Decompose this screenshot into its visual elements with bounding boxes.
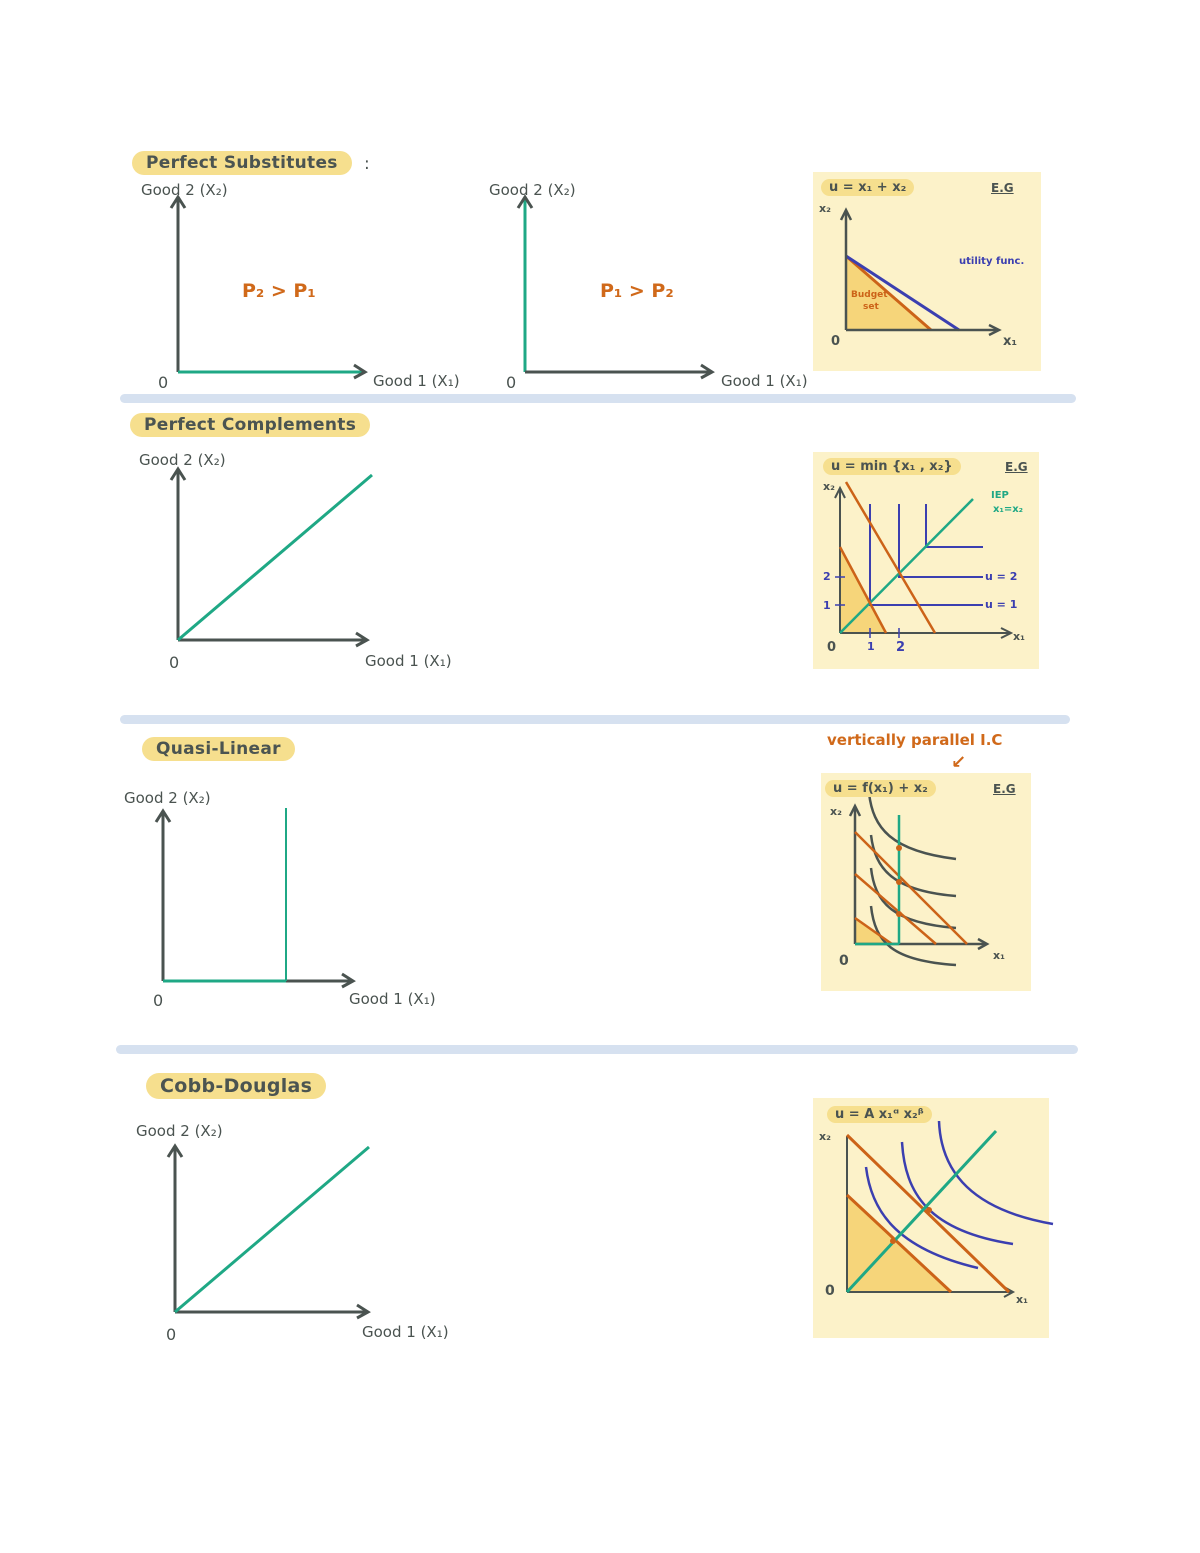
y-axis-label: Good 2 (X₂) bbox=[124, 789, 211, 807]
eg-label: E.G bbox=[993, 782, 1016, 796]
x-axis-label: Good 1 (X₁) bbox=[373, 372, 460, 390]
section-title-quasi-linear: Quasi-Linear bbox=[142, 737, 295, 761]
x-axis-label: x₁ bbox=[1016, 1293, 1028, 1306]
origin-label: 0 bbox=[506, 373, 517, 392]
utility-formula: u = A x₁ᵅ x₂ᵝ bbox=[827, 1106, 932, 1123]
x-axis-label: x₁ bbox=[993, 949, 1005, 962]
y-tick-2: 2 bbox=[823, 570, 831, 583]
section-title-perfect-complements: Perfect Complements bbox=[130, 413, 371, 437]
cobb-douglas-example-graph bbox=[845, 1120, 1054, 1298]
y-axis-label: Good 2 (X₂) bbox=[136, 1122, 223, 1140]
budget-set-label-2: set bbox=[863, 302, 879, 312]
y-axis-label: x₂ bbox=[830, 805, 842, 818]
ray-label-2: x₁=x₂ bbox=[993, 504, 1024, 515]
title-colon: : bbox=[364, 154, 370, 174]
x-axis-label: Good 1 (X₁) bbox=[362, 1323, 449, 1341]
origin-label: 0 bbox=[825, 1283, 835, 1299]
section-divider bbox=[116, 1045, 1078, 1054]
complements-example-graph bbox=[834, 481, 1014, 639]
section-title-perfect-substitutes: Perfect Substitutes bbox=[132, 151, 352, 175]
y-axis-label: Good 2 (X₂) bbox=[141, 181, 228, 199]
price-note: P₁ > P₂ bbox=[600, 280, 674, 302]
utility-formula: u = x₁ + x₂ bbox=[821, 179, 915, 196]
y-axis-label: x₂ bbox=[819, 1130, 831, 1143]
origin-label: 0 bbox=[158, 373, 169, 392]
ic-label-u2: u = 2 bbox=[985, 570, 1018, 583]
x-axis-label: Good 1 (X₁) bbox=[365, 652, 452, 670]
x-axis-label: Good 1 (X₁) bbox=[349, 990, 436, 1008]
ray-label: IEP bbox=[991, 490, 1009, 501]
substitutes-graph-p2-gt-p1 bbox=[169, 194, 368, 380]
utility-formula: u = min {x₁ , x₂} bbox=[823, 458, 961, 475]
section-title-cobb-douglas: Cobb-Douglas bbox=[146, 1073, 327, 1099]
substitutes-example-graph bbox=[839, 207, 1002, 337]
example-card-quasi-linear: u = f(x₁) + x₂ E.G x₂ x₁ 0 bbox=[821, 773, 1031, 991]
x-axis-label: x₁ bbox=[1013, 630, 1025, 643]
eg-label: E.G bbox=[1005, 460, 1028, 474]
y-axis-label: x₂ bbox=[823, 480, 835, 493]
section-divider bbox=[120, 715, 1070, 724]
vertically-parallel-ic-note: vertically parallel I.C bbox=[827, 731, 1003, 749]
y-axis-label: Good 2 (X₂) bbox=[139, 451, 226, 469]
example-card-complements: u = min {x₁ , x₂} E.G x₂ x₁ 0 IEP x₁=x₂ … bbox=[813, 452, 1039, 669]
x-tick-2: 2 bbox=[896, 640, 906, 655]
example-card-cobb-douglas: u = A x₁ᵅ x₂ᵝ x₂ x₁ 0 bbox=[813, 1098, 1054, 1338]
origin-label: 0 bbox=[166, 1325, 177, 1344]
section-divider bbox=[120, 394, 1076, 403]
complements-graph bbox=[169, 466, 373, 648]
origin-label: 0 bbox=[169, 653, 180, 672]
y-axis-label: Good 2 (X₂) bbox=[489, 181, 576, 199]
origin-label: 0 bbox=[839, 953, 849, 969]
x-axis-label: Good 1 (X₁) bbox=[721, 372, 808, 390]
x-axis-label: x₁ bbox=[1003, 334, 1018, 349]
quasi-linear-graph bbox=[154, 808, 356, 989]
utility-formula: u = f(x₁) + x₂ bbox=[825, 780, 936, 797]
utility-func-label: utility func. bbox=[959, 256, 1025, 267]
example-card-substitutes: u = x₁ + x₂ E.G x₂ x₁ 0 Budget set utili… bbox=[813, 172, 1041, 371]
eg-label: E.G bbox=[991, 181, 1014, 195]
substitutes-graph-p1-gt-p2 bbox=[516, 194, 715, 380]
price-note: P₂ > P₁ bbox=[242, 280, 316, 302]
annotation-arrow-icon: ↙ bbox=[951, 752, 967, 773]
origin-label: 0 bbox=[831, 334, 841, 349]
quasi-linear-example-graph bbox=[848, 792, 990, 967]
x-tick-1: 1 bbox=[867, 640, 875, 653]
ic-label-u1: u = 1 bbox=[985, 598, 1018, 611]
cobb-douglas-graph bbox=[166, 1143, 371, 1320]
y-axis-label: x₂ bbox=[819, 202, 831, 215]
y-tick-1: 1 bbox=[823, 599, 831, 612]
origin-label: 0 bbox=[827, 640, 837, 655]
origin-label: 0 bbox=[153, 991, 164, 1010]
budget-set-label: Budget bbox=[851, 290, 888, 300]
